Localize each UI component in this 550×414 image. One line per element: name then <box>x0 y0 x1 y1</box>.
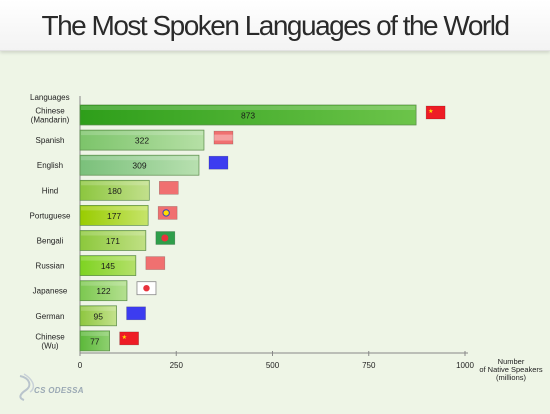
flag-field <box>126 306 146 320</box>
flag-field <box>208 156 228 170</box>
flag-field <box>145 256 165 270</box>
bar-value-label: 122 <box>96 286 110 296</box>
bar-value-label: 180 <box>108 186 122 196</box>
x-tick-label: 0 <box>78 361 83 370</box>
flag-field <box>119 331 139 345</box>
bar-value-label: 177 <box>107 211 121 221</box>
x-axis-label-line: of Native Speakers <box>479 365 543 374</box>
bar-highlight <box>81 281 126 286</box>
flag-border <box>155 231 176 245</box>
flag-border <box>213 130 234 145</box>
x-tick-label: 250 <box>170 361 184 370</box>
category-label: Portuguese <box>30 211 71 220</box>
flag-border <box>136 281 157 296</box>
x-tick-label: 1000 <box>456 361 474 370</box>
uk-flag-icon <box>208 155 229 170</box>
y-axis-label: Languages <box>30 93 70 102</box>
flag-border <box>159 181 179 195</box>
bar-value-label: 171 <box>106 236 120 246</box>
spain-flag-icon <box>213 130 234 145</box>
china-flag-icon: ★ <box>119 331 139 346</box>
flag-star: ★ <box>122 334 127 341</box>
bar-highlight <box>81 306 116 311</box>
logo-swirl-icon <box>19 373 35 401</box>
flag-border <box>126 306 146 321</box>
flag-field <box>426 106 446 119</box>
flag-border <box>119 331 139 346</box>
bar <box>79 280 128 302</box>
flag-star: ★ <box>428 108 433 115</box>
bangladesh-flag-icon <box>155 231 176 245</box>
x-axis-label-line: Number <box>498 357 525 366</box>
bar-value-label: 77 <box>90 336 100 346</box>
bar-highlight <box>81 206 148 211</box>
flag-border <box>208 155 229 170</box>
category-label: English <box>37 161 63 170</box>
category-label: Japanese <box>33 287 68 296</box>
bar-value-label: 145 <box>101 261 115 271</box>
category-label: Hind <box>42 186 58 195</box>
flag-disc <box>143 285 150 292</box>
flag-border <box>145 256 166 270</box>
japan-flag-icon <box>136 281 157 296</box>
bar <box>79 205 149 226</box>
bar <box>79 129 205 151</box>
flag-border <box>157 206 178 220</box>
flag-disc <box>161 234 169 242</box>
logo-text: CS ODESSA <box>34 386 84 395</box>
category-label: (Wu) <box>41 341 59 350</box>
flag-stripe <box>213 134 233 141</box>
category-label: (Mandarin) <box>31 116 70 125</box>
flag-emblem <box>162 209 170 217</box>
x-tick-label: 750 <box>362 361 376 370</box>
bar-highlight <box>81 106 416 110</box>
flag-border <box>425 105 446 120</box>
bar-value-label: 873 <box>241 111 255 121</box>
india-flag-icon <box>159 181 179 195</box>
category-label: Russian <box>36 262 65 271</box>
logo: CS ODESSA <box>14 372 104 406</box>
bar-highlight <box>81 181 149 186</box>
bar-highlight <box>81 131 203 136</box>
bar-highlight <box>81 331 109 336</box>
bar <box>79 305 117 327</box>
category-label: Spanish <box>36 136 65 145</box>
bar-value-label: 95 <box>94 311 104 321</box>
category-label: Bengali <box>37 237 64 246</box>
germany-flag-icon <box>126 306 146 321</box>
bar <box>79 179 150 201</box>
x-tick-label: 500 <box>266 361 280 370</box>
china-flag-icon: ★ <box>425 105 446 120</box>
category-label: German <box>36 312 65 321</box>
category-label: Chinese <box>35 332 65 341</box>
header-bar <box>0 0 550 51</box>
bar <box>79 230 147 251</box>
bar-highlight <box>81 231 145 236</box>
bar-highlight <box>81 256 135 261</box>
russia-flag-icon <box>145 256 166 270</box>
bar <box>79 154 200 176</box>
bar-highlight <box>81 156 198 161</box>
portugal-flag-icon <box>157 206 178 220</box>
bar <box>79 255 137 276</box>
x-axis-label-line: (millions) <box>496 373 527 382</box>
bar <box>79 104 417 126</box>
page-title: The Most Spoken Languages of the World <box>41 10 510 41</box>
category-label: Chinese <box>35 107 65 116</box>
flag-field <box>159 181 179 195</box>
bar-value-label: 309 <box>132 161 146 171</box>
bar <box>79 330 110 352</box>
bar-value-label: 322 <box>135 136 149 146</box>
